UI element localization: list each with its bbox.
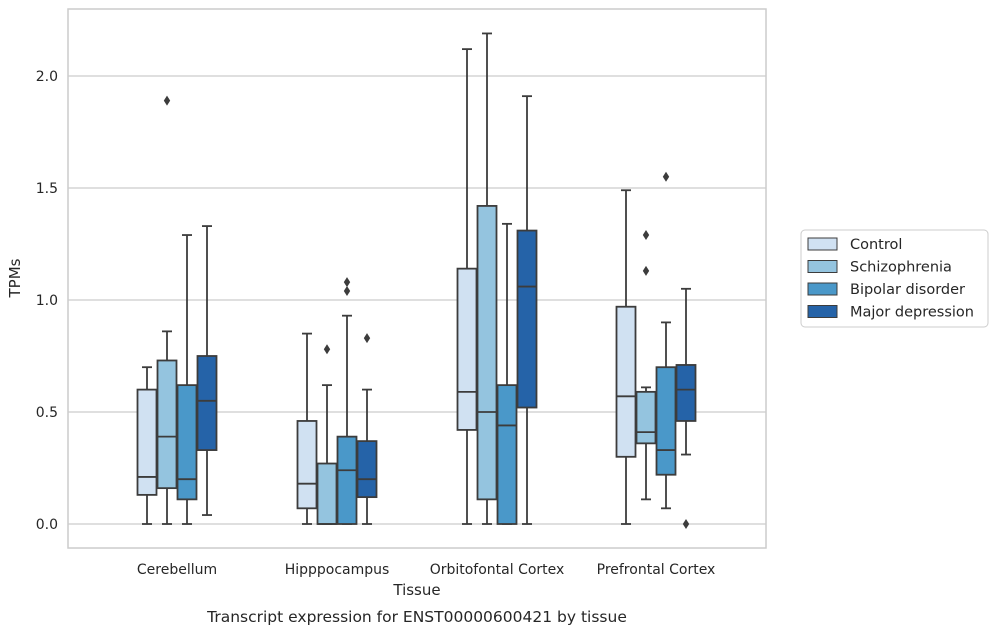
box-iqr [316,462,338,525]
box-iqr [476,205,498,501]
box-iqr [156,359,178,490]
box-control [615,189,637,525]
y-tick-label: 0.5 [36,405,58,421]
box-major-depression [196,225,218,516]
box-major-depression [675,287,697,529]
box-schizophrenia [156,95,178,525]
box-major-depression [356,333,378,525]
x-axis-ticks: Cerebellum Hipppocampus Orbitofontal Corte… [137,562,715,578]
legend-frame [800,229,989,328]
outlier-point [642,265,650,276]
legend-swatch [807,282,838,296]
box-bipolar-disorder [655,171,677,510]
y-tick-label: 2.0 [36,69,58,85]
box-schizophrenia [476,32,498,525]
outlier-point [682,519,690,529]
legend-swatch [807,237,838,251]
legend-label: Control [850,237,902,253]
legend-label: Major depression [850,305,974,321]
box-iqr [296,420,318,510]
outlier-point [662,171,670,182]
outlier-point [363,333,371,344]
legend-swatch [807,305,838,318]
box-control [456,48,478,525]
outlier-point [343,286,351,297]
box-iqr [496,384,518,525]
box-iqr [336,435,358,525]
box-control [136,366,158,525]
box-bipolar-disorder [496,222,518,525]
box-iqr [456,267,478,431]
legend-label: Schizophrenia [850,260,952,276]
y-axis-ticks: 0.0 0.5 1.0 1.5 2.0 [36,69,58,533]
box-iqr [356,440,378,499]
outlier-point [323,344,331,355]
box-iqr [196,355,218,451]
outlier-point [343,277,351,288]
legend: Control Schizophrenia Bipolar disorder Majo… [800,229,989,328]
box-iqr [136,388,158,496]
box-major-depression [516,95,538,525]
y-axis-label: TPMs [6,258,24,298]
y-tick-label: 1.5 [36,181,58,197]
box-bipolar-disorder [176,234,198,525]
plot-area [67,8,767,549]
legend-swatch [807,260,838,273]
x-tick-label: Cerebellum [137,562,217,578]
x-axis-label: Tissue [392,581,440,599]
box-iqr [635,390,657,445]
y-tick-label: 1.0 [36,293,58,309]
box-schizophrenia [635,230,657,501]
chart-caption: Transcript expression for ENST0000060042… [206,608,627,626]
outlier-point [163,95,171,106]
box-bipolar-disorder [336,277,358,525]
box-schizophrenia [316,344,338,525]
box-iqr [615,305,637,458]
legend-label: Bipolar disorder [850,282,965,298]
box-iqr [176,384,198,501]
box-control [296,332,318,525]
legend-items: Control Schizophrenia Bipolar disorder Majo… [807,237,974,321]
x-tick-label: Prefrontal Cortex [597,562,716,578]
box-iqr [516,229,538,409]
x-tick-label: Orbitofontal Cortex [430,562,565,578]
box-iqr [675,364,697,422]
y-tick-label: 0.0 [36,517,58,533]
box-iqr [655,366,677,476]
outlier-point [642,230,650,241]
x-tick-label: Hipppocampus [285,562,390,578]
box-series [136,32,697,529]
